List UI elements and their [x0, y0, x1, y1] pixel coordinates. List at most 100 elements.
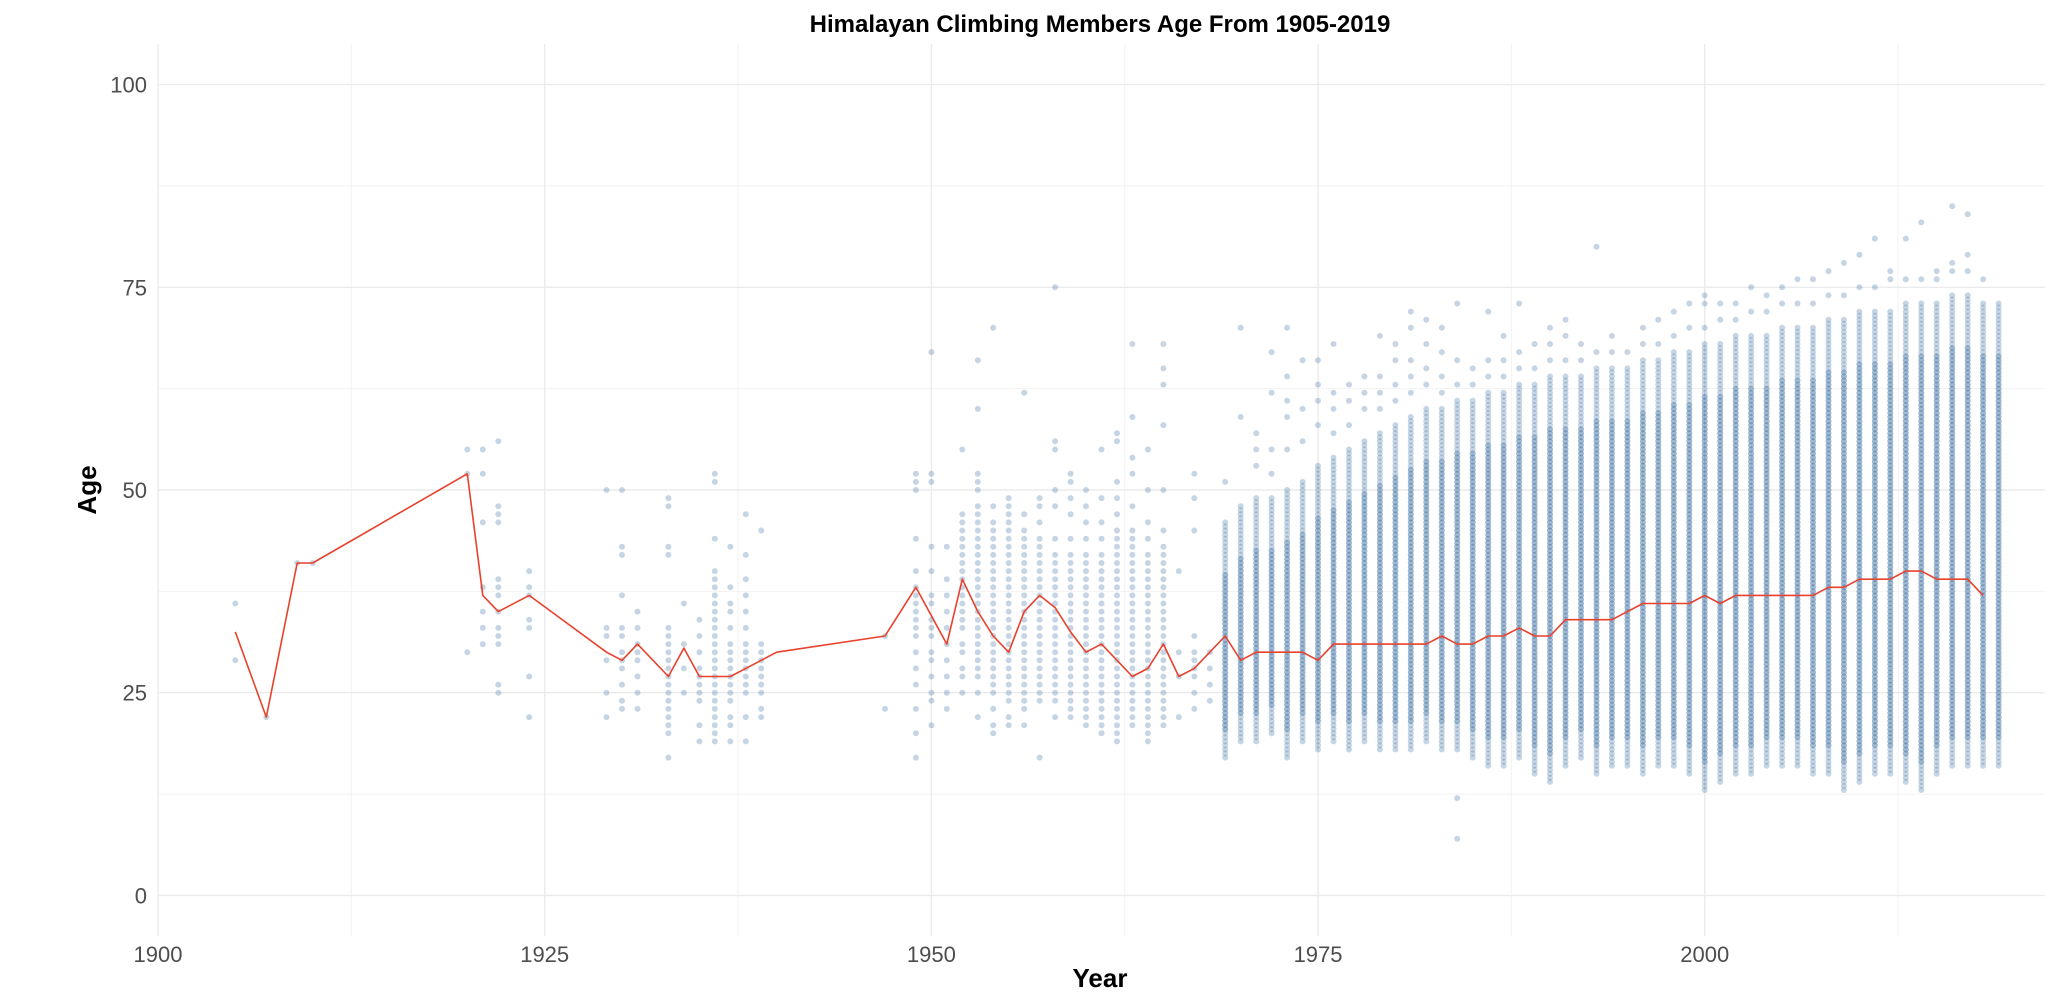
scatter-point	[1330, 637, 1337, 643]
scatter-point	[711, 624, 718, 631]
scatter-point	[1268, 547, 1275, 554]
scatter-point	[1268, 624, 1275, 631]
scatter-point	[1284, 620, 1291, 627]
scatter-point	[1222, 584, 1229, 591]
scatter-point	[1067, 608, 1074, 615]
scatter-point	[1315, 685, 1321, 692]
scatter-point	[1237, 649, 1244, 656]
scatter-point	[1330, 572, 1337, 579]
scatter-point	[1253, 633, 1260, 639]
scatter-point	[1299, 507, 1306, 514]
scatter-point	[1268, 507, 1275, 514]
scatter-point	[1315, 592, 1321, 599]
scatter-point	[1098, 568, 1105, 575]
scatter-point	[1315, 718, 1321, 725]
scatter-point	[1253, 596, 1260, 603]
scatter-point	[1346, 446, 1352, 453]
scatter-point	[1299, 604, 1306, 611]
scatter-point	[1346, 718, 1352, 725]
scatter-point	[1330, 689, 1337, 696]
scatter-point	[1253, 722, 1260, 729]
scatter-point	[1237, 612, 1244, 619]
scatter-point	[1284, 726, 1291, 733]
scatter-point	[1253, 645, 1260, 652]
scatter-points	[232, 203, 2002, 842]
scatter-point	[1237, 551, 1244, 558]
scatter-point	[1268, 596, 1275, 603]
scatter-point	[711, 681, 718, 688]
scatter-point	[1036, 649, 1043, 656]
scatter-point	[1222, 730, 1229, 737]
scatter-point	[1098, 584, 1105, 591]
scatter-point	[1315, 596, 1321, 603]
scatter-point	[1330, 531, 1337, 538]
scatter-point	[1253, 572, 1260, 579]
scatter-point	[1315, 689, 1321, 696]
scatter-point	[1036, 560, 1043, 566]
scatter-point	[1330, 685, 1337, 692]
scatter-point	[1067, 697, 1074, 704]
scatter-point	[1299, 697, 1306, 704]
scatter-point	[974, 673, 981, 680]
scatter-point	[1268, 628, 1275, 635]
scatter-point	[665, 665, 672, 672]
scatter-point	[727, 600, 734, 607]
scatter-point	[1098, 657, 1105, 664]
scatter-point	[1237, 677, 1244, 684]
scatter-point	[665, 503, 672, 510]
scatter-point	[1330, 693, 1337, 700]
scatter-point	[1237, 596, 1244, 603]
scatter-point	[1144, 730, 1151, 737]
scatter-point	[696, 722, 703, 729]
scatter-point	[1315, 564, 1321, 570]
scatter-point	[1315, 633, 1321, 639]
scatter-point	[1237, 612, 1244, 619]
scatter-point	[1144, 697, 1151, 704]
scatter-point	[959, 608, 966, 615]
scatter-point	[1206, 697, 1213, 704]
scatter-point	[1160, 487, 1167, 493]
scatter-point	[1315, 551, 1321, 558]
scatter-point	[928, 722, 935, 729]
scatter-point	[1067, 511, 1074, 518]
scatter-point	[1253, 673, 1260, 680]
scatter-point	[1330, 596, 1337, 603]
scatter-point	[1284, 596, 1291, 603]
scatter-point	[1315, 462, 1321, 469]
scatter-point	[1253, 726, 1260, 733]
scatter-point	[1005, 616, 1012, 623]
scatter-point	[1237, 633, 1244, 639]
scatter-point	[1098, 616, 1105, 623]
scatter-point	[1191, 527, 1198, 534]
scatter-point	[1268, 584, 1275, 591]
scatter-point	[1222, 523, 1229, 530]
scatter-point	[1237, 503, 1244, 510]
scatter-point	[1222, 616, 1229, 623]
scatter-point	[1021, 389, 1028, 396]
scatter-point	[1284, 588, 1291, 595]
scatter-point	[1160, 551, 1167, 558]
scatter-point	[1083, 689, 1089, 696]
scatter-point	[974, 641, 981, 648]
scatter-point	[1237, 718, 1244, 725]
scatter-point	[1222, 588, 1229, 595]
scatter-point	[959, 673, 966, 680]
scatter-point	[1376, 430, 1383, 437]
scatter-point	[1315, 535, 1321, 542]
scatter-point	[1237, 681, 1244, 688]
scatter-point	[1268, 555, 1275, 562]
scatter-point	[1222, 661, 1229, 668]
scatter-point	[1253, 653, 1260, 660]
scatter-point	[1237, 576, 1244, 583]
scatter-point	[1144, 487, 1151, 493]
scatter-point	[1299, 657, 1306, 664]
scatter-point	[1268, 551, 1275, 558]
scatter-point	[1346, 714, 1352, 721]
scatter-point	[1253, 547, 1260, 554]
scatter-point	[1144, 681, 1151, 688]
scatter-point	[1299, 608, 1306, 615]
scatter-point	[1237, 645, 1244, 652]
scatter-point	[1021, 624, 1028, 631]
scatter-point	[1253, 701, 1260, 708]
scatter-point	[1330, 612, 1337, 619]
